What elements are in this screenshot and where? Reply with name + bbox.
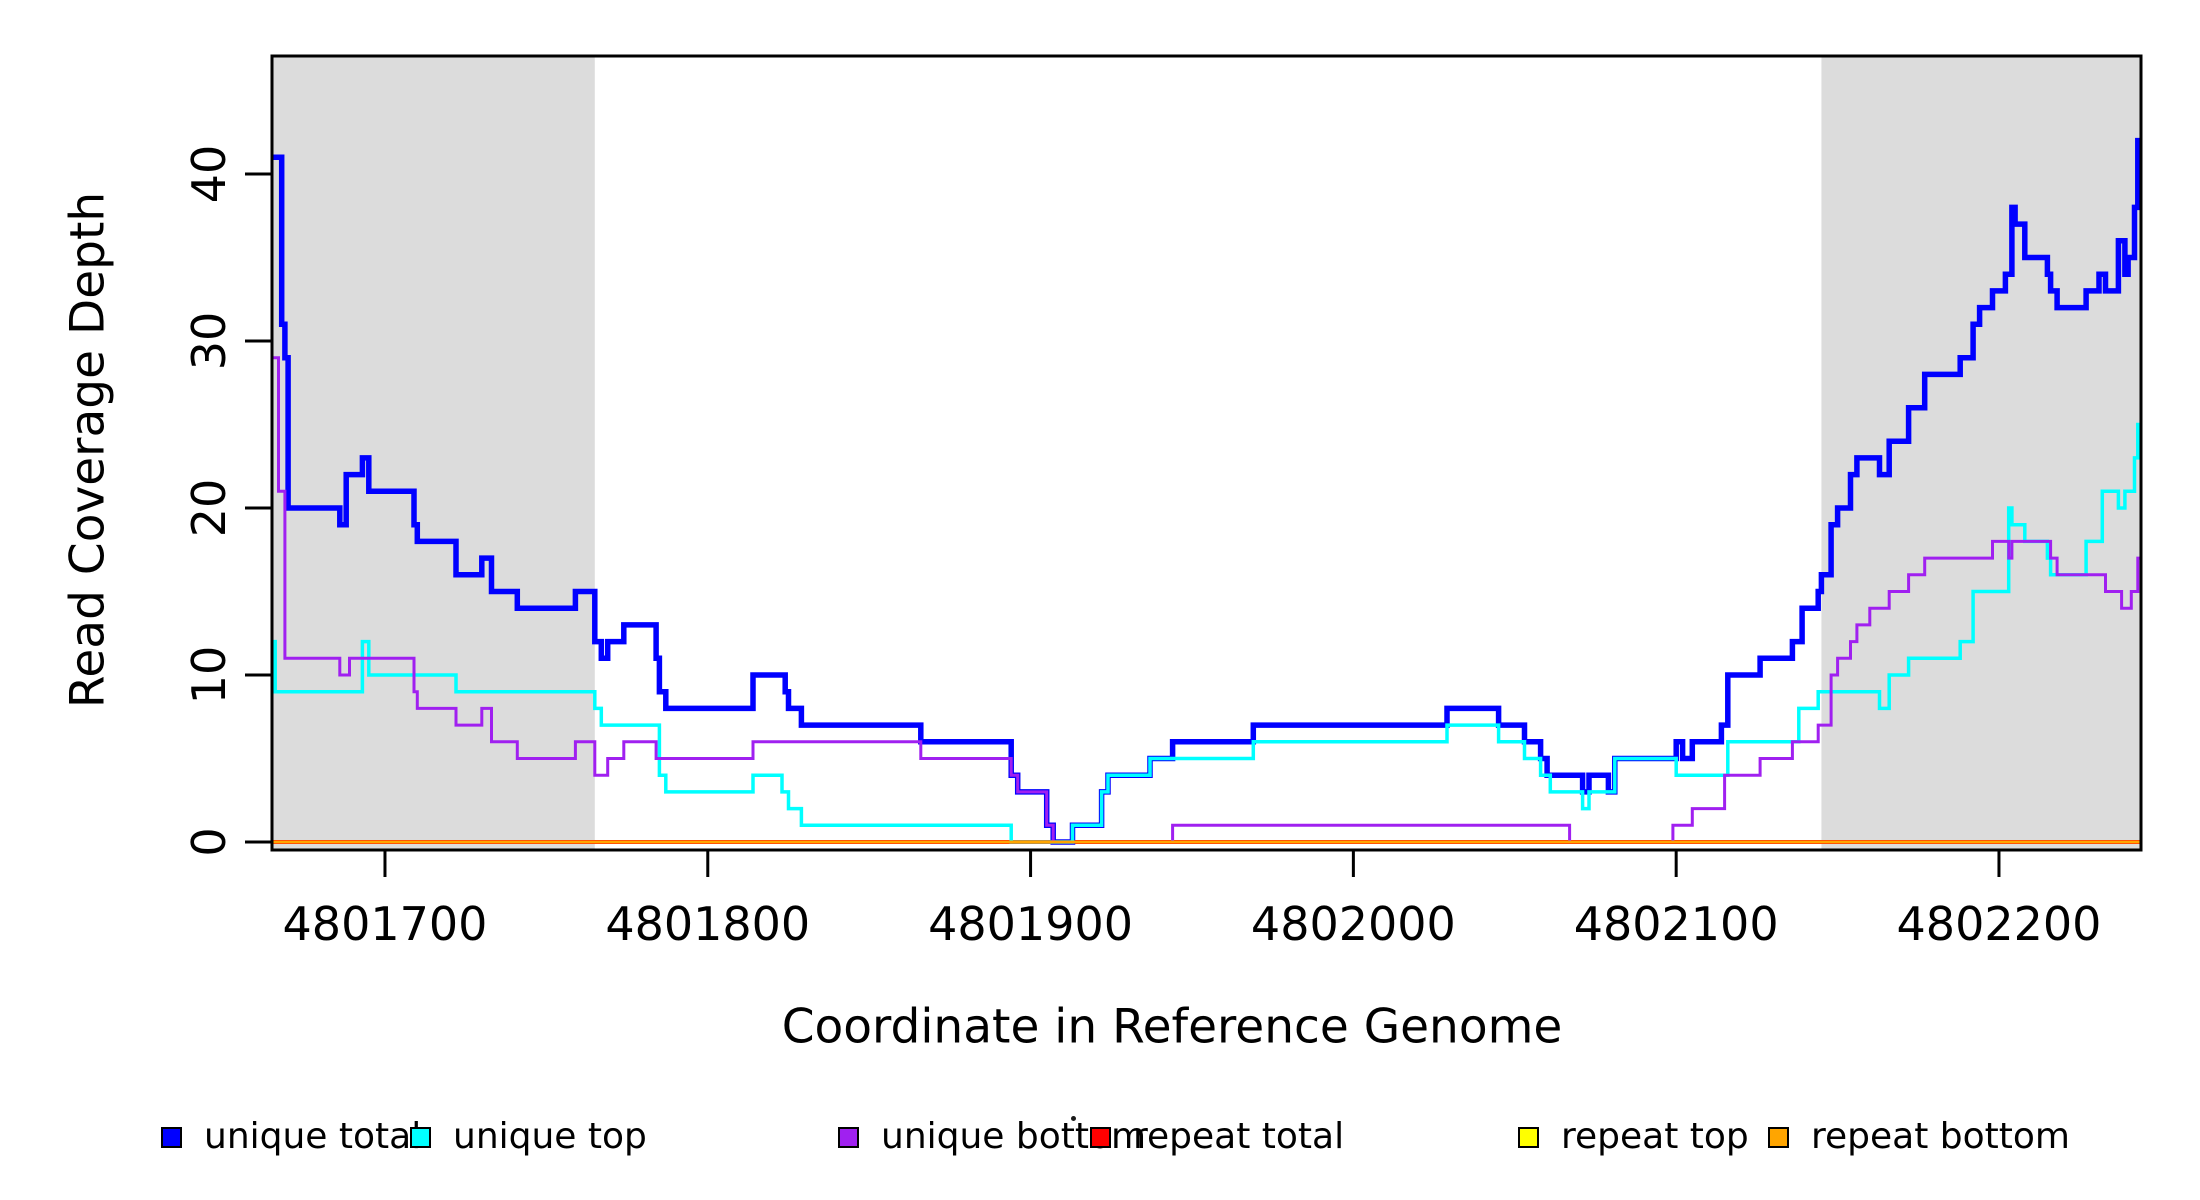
legend-item-unique-total: unique total bbox=[161, 1116, 422, 1157]
x-tick-label: 4801700 bbox=[283, 897, 488, 951]
y-tick-label: 0 bbox=[182, 827, 236, 856]
x-tick-label: 4802200 bbox=[1897, 897, 2102, 951]
plot-border-box bbox=[270, 54, 2143, 852]
x-tick-label: 4802100 bbox=[1574, 897, 1779, 951]
x-tick-label: 4801900 bbox=[928, 897, 1133, 951]
legend-item-repeat-bottom: repeat bottom bbox=[1768, 1116, 2070, 1157]
masked-region-band-2 bbox=[1821, 56, 2141, 850]
legend-label: unique top bbox=[453, 1116, 647, 1157]
legend-swatch-unique-total bbox=[161, 1126, 182, 1148]
legend-label: unique total bbox=[204, 1116, 422, 1157]
legend-item-repeat-total: repeat total bbox=[1090, 1116, 1345, 1157]
legend: unique total unique top unique bottom repea… bbox=[0, 1116, 2200, 1160]
x-tick-label: 4801800 bbox=[605, 897, 810, 951]
legend-label: repeat bottom bbox=[1811, 1116, 2070, 1157]
legend-swatch-repeat-bottom bbox=[1768, 1126, 1789, 1148]
y-tick-label: 10 bbox=[182, 646, 236, 705]
series-unique-top bbox=[272, 422, 2141, 844]
legend-swatch-unique-bottom bbox=[838, 1126, 859, 1148]
legend-swatch-repeat-total bbox=[1090, 1126, 1111, 1148]
legend-item-unique-top: unique top bbox=[410, 1116, 647, 1157]
legend-label: repeat top bbox=[1561, 1116, 1749, 1157]
x-axis-title: Coordinate in Reference Genome bbox=[781, 999, 1563, 1055]
legend-swatch-repeat-top bbox=[1518, 1126, 1539, 1148]
stray-dot-artifact bbox=[1071, 1116, 1076, 1121]
y-tick-label: 40 bbox=[182, 145, 236, 204]
legend-swatch-unique-top bbox=[410, 1126, 431, 1148]
masked-region-band-1 bbox=[272, 56, 595, 850]
legend-item-repeat-top: repeat top bbox=[1518, 1116, 1749, 1157]
y-axis-title: Read Coverage Depth bbox=[60, 191, 116, 709]
x-tick-label: 4802000 bbox=[1251, 897, 1456, 951]
y-tick-label: 30 bbox=[182, 312, 236, 371]
series-unique-total bbox=[272, 137, 2141, 845]
legend-label: repeat total bbox=[1133, 1116, 1345, 1157]
y-tick-label: 20 bbox=[182, 479, 236, 538]
